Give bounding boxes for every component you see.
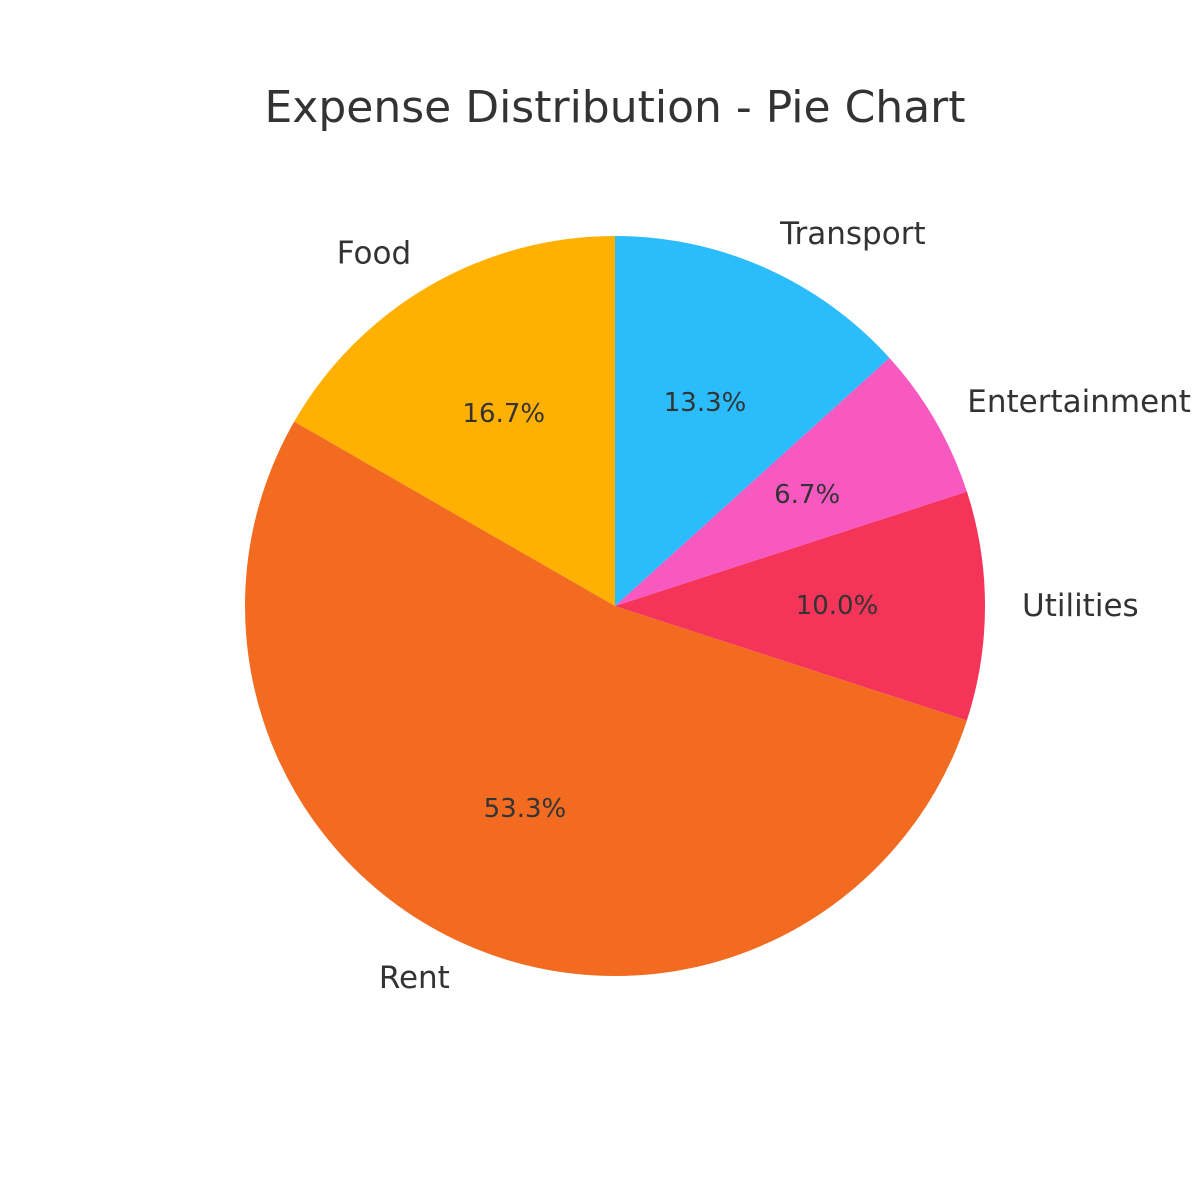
pie-slice-transport — [615, 236, 890, 606]
slice-label-transport: Transport — [779, 216, 925, 252]
slice-label-utilities: Utilities — [1022, 588, 1139, 624]
pct-label-transport: 13.3% — [664, 388, 747, 418]
chart-title: Expense Distribution - Pie Chart — [264, 82, 966, 133]
pie-slice-food — [294, 236, 615, 606]
pie-slice-rent — [245, 421, 967, 976]
pct-label-food: 16.7% — [462, 399, 545, 429]
pct-label-utilities: 10.0% — [796, 591, 879, 621]
slice-label-food: Food — [337, 236, 411, 272]
pct-label-rent: 53.3% — [484, 794, 567, 824]
slice-label-entertainment: Entertainment — [967, 384, 1191, 420]
pct-label-entertainment: 6.7% — [774, 480, 840, 510]
pie-slice-utilities — [615, 491, 986, 721]
slice-label-rent: Rent — [379, 960, 450, 996]
pie-slice-entertainment — [615, 357, 967, 606]
